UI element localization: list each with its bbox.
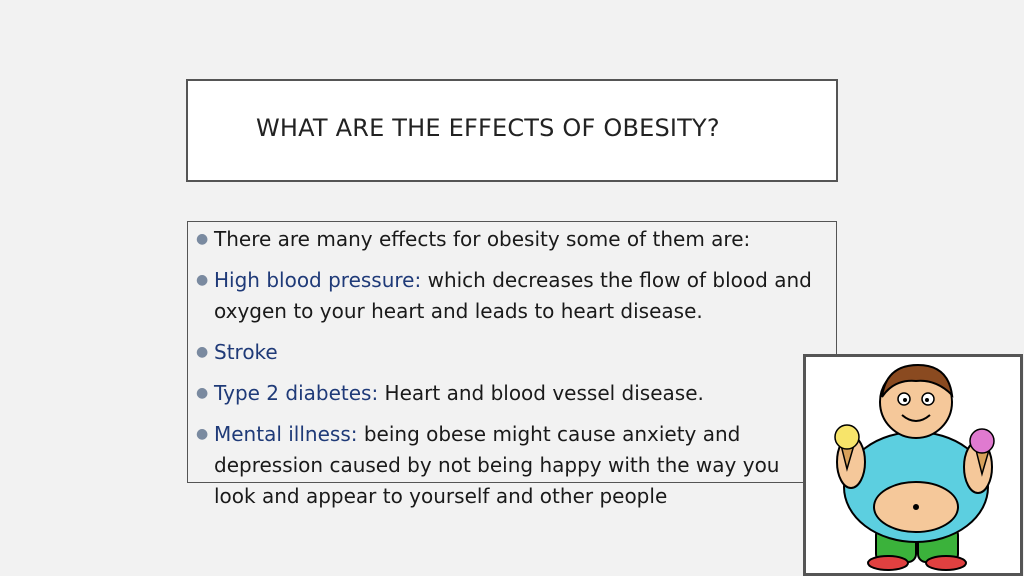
bullet-text: being obese might cause anxiety and depr… [214,422,780,508]
slide-title: WHAT ARE THE EFFECTS OF OBESITY? [256,114,720,142]
bullet-text: Heart and blood vessel disease. [378,381,704,405]
bullet-dot-icon: ● [196,385,209,401]
overweight-cartoon-boy-icon [834,363,995,571]
bullet-text: which decreases the flow of blood and ox… [214,268,812,323]
bullet-dot-icon: ● [196,426,209,442]
bullet-term: High blood pressure: [214,268,422,292]
bullet-term: Type 2 diabetes: [214,381,379,405]
bullet-dot-icon: ● [196,272,209,288]
bullet-list: ● There are many effects for obesity som… [194,224,824,522]
bullet-item: ● Type 2 diabetes: Heart and blood vesse… [194,378,824,409]
illustration-frame [803,354,1023,576]
bullet-term: Stroke [214,340,278,364]
content-box [187,221,837,483]
bullet-dot-icon: ● [196,231,209,247]
bullet-item: ● Mental illness: being obese might caus… [194,419,824,512]
bullet-item: ● High blood pressure: which decreases t… [194,265,824,327]
bullet-item: ● There are many effects for obesity som… [194,224,824,255]
bullet-text: There are many effects for obesity some … [214,227,751,251]
title-box: WHAT ARE THE EFFECTS OF OBESITY? [186,79,838,182]
bullet-item: ● Stroke [194,337,824,368]
bullet-dot-icon: ● [196,344,209,360]
bullet-term: Mental illness: [214,422,358,446]
